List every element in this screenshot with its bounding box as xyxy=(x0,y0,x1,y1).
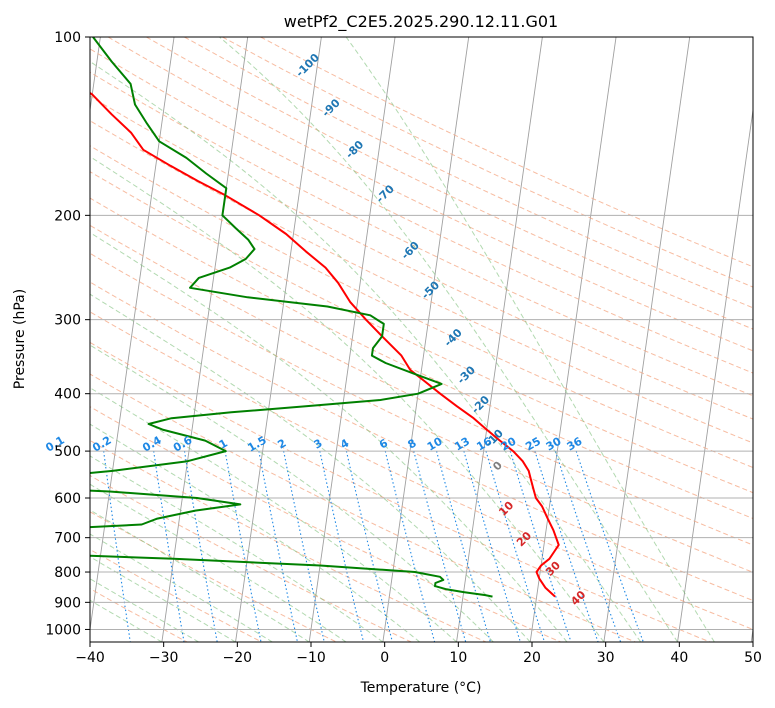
mixing-ratio-line xyxy=(153,451,185,642)
moist-adiabat-line xyxy=(90,533,273,642)
dry-adiabat-line xyxy=(90,252,753,573)
chart-title: wetPf2_C2E5.2025.290.12.11.G01 xyxy=(284,12,558,32)
y-tick-label: 400 xyxy=(54,387,81,403)
isotherm-line xyxy=(90,37,175,633)
mixing-ratio-line xyxy=(283,450,325,642)
y-axis-title: Pressure (hPa) xyxy=(12,289,28,389)
x-tick-label: −30 xyxy=(149,650,179,666)
dry-adiabat-line xyxy=(90,511,337,642)
x-axis-title: Temperature (°C) xyxy=(360,680,482,696)
mixing-ratio-line xyxy=(534,450,599,642)
moist-adiabat-line xyxy=(90,556,236,642)
dry-adiabat-line xyxy=(90,48,753,374)
y-tick-label: 600 xyxy=(54,491,81,507)
moist-adiabat-line xyxy=(219,37,679,642)
moist-adiabat-line xyxy=(345,37,715,642)
plot-area xyxy=(90,37,753,642)
dry-adiabat-line xyxy=(90,341,711,642)
dry-adiabat-line xyxy=(90,95,753,420)
dry-adiabat-line xyxy=(90,406,561,642)
y-tick-label: 500 xyxy=(54,444,81,460)
moist-adiabat-line xyxy=(90,344,494,642)
dry-adiabat-line xyxy=(90,224,753,546)
moist-adiabat-line xyxy=(90,483,347,642)
mixing-ratio-line xyxy=(463,450,521,642)
pressure-grid xyxy=(90,37,753,630)
dry-adiabat-line xyxy=(90,197,753,520)
plot-frame xyxy=(89,36,754,643)
x-tick-label: 20 xyxy=(523,650,541,666)
dry-adiabat-line xyxy=(222,37,753,288)
y-tick-label: 700 xyxy=(54,531,81,547)
moist-adiabat-line xyxy=(90,156,605,642)
mixing-ratio-line xyxy=(258,451,299,642)
isotherm-line xyxy=(603,37,691,642)
moist-adiabat-line xyxy=(90,232,568,642)
temperature-profile-line xyxy=(90,91,560,598)
moist-adiabat-line xyxy=(90,578,199,642)
y-tick-label: 200 xyxy=(54,208,81,224)
y-tick-label: 800 xyxy=(54,565,81,581)
mixing-ratio-line xyxy=(224,451,262,642)
dry-adiabat-line xyxy=(90,311,753,630)
dry-adiabat-line xyxy=(184,37,753,309)
isotherm-line xyxy=(235,37,322,642)
mixing-ratio-line xyxy=(103,451,131,642)
dry-adiabat-line xyxy=(107,37,753,352)
isotherm-line xyxy=(161,37,249,642)
mixing-ratio-line xyxy=(554,450,622,642)
moist-adiabat-line xyxy=(90,387,457,642)
x-tick-label: 40 xyxy=(670,650,688,666)
mixing-ratio-line xyxy=(319,450,365,642)
mixing-ratio-line xyxy=(384,450,436,642)
isotherm-line xyxy=(456,37,543,642)
mixing-ratio-line xyxy=(436,450,492,642)
isotherm-line xyxy=(529,37,617,642)
x-tick-label: −40 xyxy=(75,650,105,666)
mixing-ratio-line xyxy=(413,450,467,642)
x-tick-label: −20 xyxy=(223,650,253,666)
x-tick-label: 30 xyxy=(597,650,615,666)
y-tick-label: 900 xyxy=(54,595,81,611)
dry-adiabat-line xyxy=(90,120,753,444)
mixing-ratio-line xyxy=(345,450,393,642)
dry-adiabat-line xyxy=(90,171,753,494)
x-tick-label: 0 xyxy=(380,650,389,666)
moist-adiabat-line xyxy=(90,60,642,642)
x-axis: −40 −30 −20 −10 0 10 20 30 40 50 xyxy=(75,642,762,666)
isotherm-line xyxy=(677,106,753,642)
dry-adiabat-line xyxy=(90,588,188,642)
y-tick-label: 300 xyxy=(54,313,81,329)
y-tick-label: 100 xyxy=(54,30,81,46)
mixing-ratio-line xyxy=(575,450,644,642)
x-tick-label: 50 xyxy=(744,650,762,666)
dewpoint-profile-line xyxy=(90,37,493,598)
y-tick-label: 1000 xyxy=(45,622,81,638)
x-tick-label: −10 xyxy=(296,650,326,666)
y-axis: 100 200 300 400 500 600 700 800 900 1000 xyxy=(45,30,90,638)
x-tick-label: 10 xyxy=(449,650,467,666)
isotherm-line xyxy=(382,37,470,642)
mixing-ratio-line xyxy=(509,450,572,642)
moist-adiabat-line xyxy=(90,455,384,642)
background-lines xyxy=(90,37,753,642)
moist-adiabat-line xyxy=(90,293,531,642)
moist-adiabat-line xyxy=(90,423,421,642)
mixing-ratio-line xyxy=(485,450,546,642)
sounding-profiles xyxy=(90,37,560,598)
